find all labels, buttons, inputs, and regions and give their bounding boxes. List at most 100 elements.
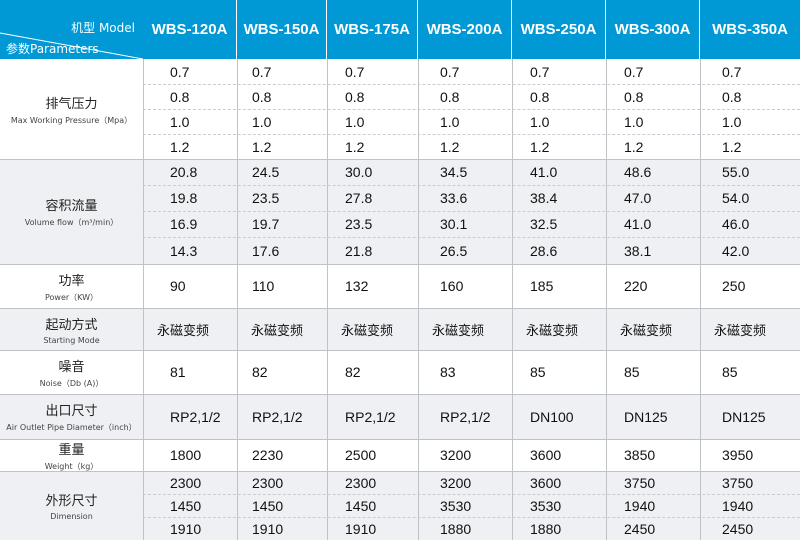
- parameter-label: 重量 Weight（kg）: [0, 439, 143, 471]
- spec-group: 噪音 Noise（Db (A)） 81 82 82 83 85 85 85: [0, 350, 800, 394]
- table-cell: 3200: [440, 447, 472, 463]
- table-cell: 26.5: [440, 242, 468, 259]
- table-cell: 19.7: [252, 216, 280, 232]
- table-cell: 41.0: [624, 216, 652, 232]
- grid-divider: [700, 59, 701, 540]
- table-cell: 1.0: [440, 113, 460, 130]
- table-cell: 0.8: [440, 88, 460, 105]
- table-cell: 3600: [530, 474, 562, 491]
- table-cell: 23.5: [345, 216, 373, 232]
- parameter-label-en: Noise（Db (A)）: [39, 378, 104, 388]
- grid-divider: [143, 185, 800, 186]
- grid-divider: [143, 134, 800, 135]
- grid-divider: [0, 308, 800, 309]
- table-cell: 0.8: [722, 88, 742, 105]
- table-cell: 1.2: [624, 138, 644, 155]
- table-cell: 1.2: [440, 138, 460, 155]
- table-cell: 0.7: [170, 63, 190, 80]
- column-header-wbs-150a: WBS-150A: [237, 0, 326, 59]
- table-cell: 1.2: [345, 138, 365, 155]
- table-cell: 0.8: [530, 88, 550, 105]
- table-cell: 34.5: [440, 164, 468, 180]
- table-cell: 0.7: [252, 63, 272, 80]
- table-cell: 250: [722, 278, 746, 294]
- table-cell: 永磁变频: [432, 323, 485, 339]
- table-cell: 46.0: [722, 216, 750, 232]
- table-cell: RP2,1/2: [170, 408, 221, 425]
- spec-group: 外形尺寸 Dimension 2300 2300 2300 3200 3600 3750 375…: [0, 471, 800, 540]
- grid-divider: [143, 84, 800, 85]
- table-cell: DN100: [530, 408, 574, 425]
- table-cell: 1.0: [170, 113, 190, 130]
- table-cell: 2450: [624, 520, 656, 537]
- table-cell: 185: [530, 278, 554, 294]
- table-cell: 38.1: [624, 242, 652, 259]
- table-cell: 0.7: [440, 63, 460, 80]
- table-cell: 30.1: [440, 216, 468, 232]
- table-cell: 1.0: [252, 113, 272, 130]
- table-cell: 2300: [170, 474, 202, 491]
- parameter-label-en: Weight（kg）: [44, 461, 99, 471]
- table-cell: 0.7: [624, 63, 644, 80]
- table-cell: 41.0: [530, 164, 558, 180]
- table-cell: DN125: [624, 408, 668, 425]
- table-cell: 2300: [345, 474, 377, 491]
- table-cell: 2500: [345, 447, 377, 463]
- table-cell: 1.2: [170, 138, 190, 155]
- parameter-label-en: Power（KW）: [44, 292, 99, 302]
- grid-divider: [418, 59, 419, 540]
- table-cell: DN125: [722, 408, 766, 425]
- grid-divider: [237, 59, 238, 540]
- parameter-label-cn: 重量: [58, 442, 85, 458]
- grid-divider: [0, 471, 800, 472]
- table-cell: 1.0: [624, 113, 644, 130]
- table-cell: 47.0: [624, 190, 652, 206]
- parameter-label-en: Dimension: [50, 512, 93, 521]
- table-cell: 27.8: [345, 190, 373, 206]
- table-cell: 0.7: [530, 63, 550, 80]
- table-cell: 1.2: [252, 138, 272, 155]
- table-cell: 16.9: [170, 216, 198, 232]
- grid-divider: [0, 394, 800, 395]
- table-cell: 33.6: [440, 190, 468, 206]
- table-cell: 永磁变频: [526, 323, 579, 339]
- table-cell: 1910: [170, 520, 202, 537]
- table-cell: 82: [345, 364, 361, 380]
- parameter-label: 功率 Power（KW）: [0, 264, 143, 308]
- table-cell: 1910: [252, 520, 284, 537]
- parameter-label: 排气压力 Max Working Pressure（Mpa）: [0, 59, 143, 159]
- grid-divider: [0, 439, 800, 440]
- table-cell: 3750: [722, 474, 754, 491]
- table-cell: 90: [170, 278, 186, 294]
- table-cell: 82: [252, 364, 268, 380]
- table-cell: 1880: [440, 520, 472, 537]
- grid-divider: [606, 59, 607, 540]
- spec-group: 排气压力 Max Working Pressure（Mpa） 0.7 0.7 0.7 0.…: [0, 59, 800, 159]
- table-cell: RP2,1/2: [440, 408, 491, 425]
- column-header-wbs-300a: WBS-300A: [606, 0, 699, 59]
- grid-divider: [143, 211, 800, 212]
- spec-group: 起动方式 Starting Mode 永磁变频 永磁变频 永磁变频 永磁变频 永磁变频 永磁变…: [0, 308, 800, 350]
- grid-divider: [0, 264, 800, 265]
- table-cell: 28.6: [530, 242, 558, 259]
- table-cell: 85: [624, 364, 640, 380]
- table-cell: 48.6: [624, 164, 652, 180]
- grid-divider: [327, 59, 328, 540]
- table-cell: 0.8: [170, 88, 190, 105]
- table-cell: 110: [252, 278, 275, 294]
- table-cell: 永磁变频: [251, 323, 304, 339]
- table-cell: 23.5: [252, 190, 280, 206]
- parameters-label: 参数Parameters: [6, 42, 99, 56]
- parameter-label-cn: 噪音: [58, 359, 85, 375]
- grid-divider: [0, 350, 800, 351]
- table-cell: 永磁变频: [714, 323, 767, 339]
- table-cell: 38.4: [530, 190, 558, 206]
- table-cell: 132: [345, 278, 369, 294]
- table-cell: 24.5: [252, 164, 280, 180]
- parameter-label: 容积流量 Volume flow（m³/min）: [0, 159, 143, 264]
- table-cell: 20.8: [170, 164, 198, 180]
- table-cell: 1450: [345, 497, 377, 514]
- spec-group: 重量 Weight（kg） 1800 2230 2500 3200 3600 3850 3950: [0, 439, 800, 471]
- parameter-label: 起动方式 Starting Mode: [0, 308, 143, 350]
- parameter-label-cn: 出口尺寸: [45, 404, 98, 419]
